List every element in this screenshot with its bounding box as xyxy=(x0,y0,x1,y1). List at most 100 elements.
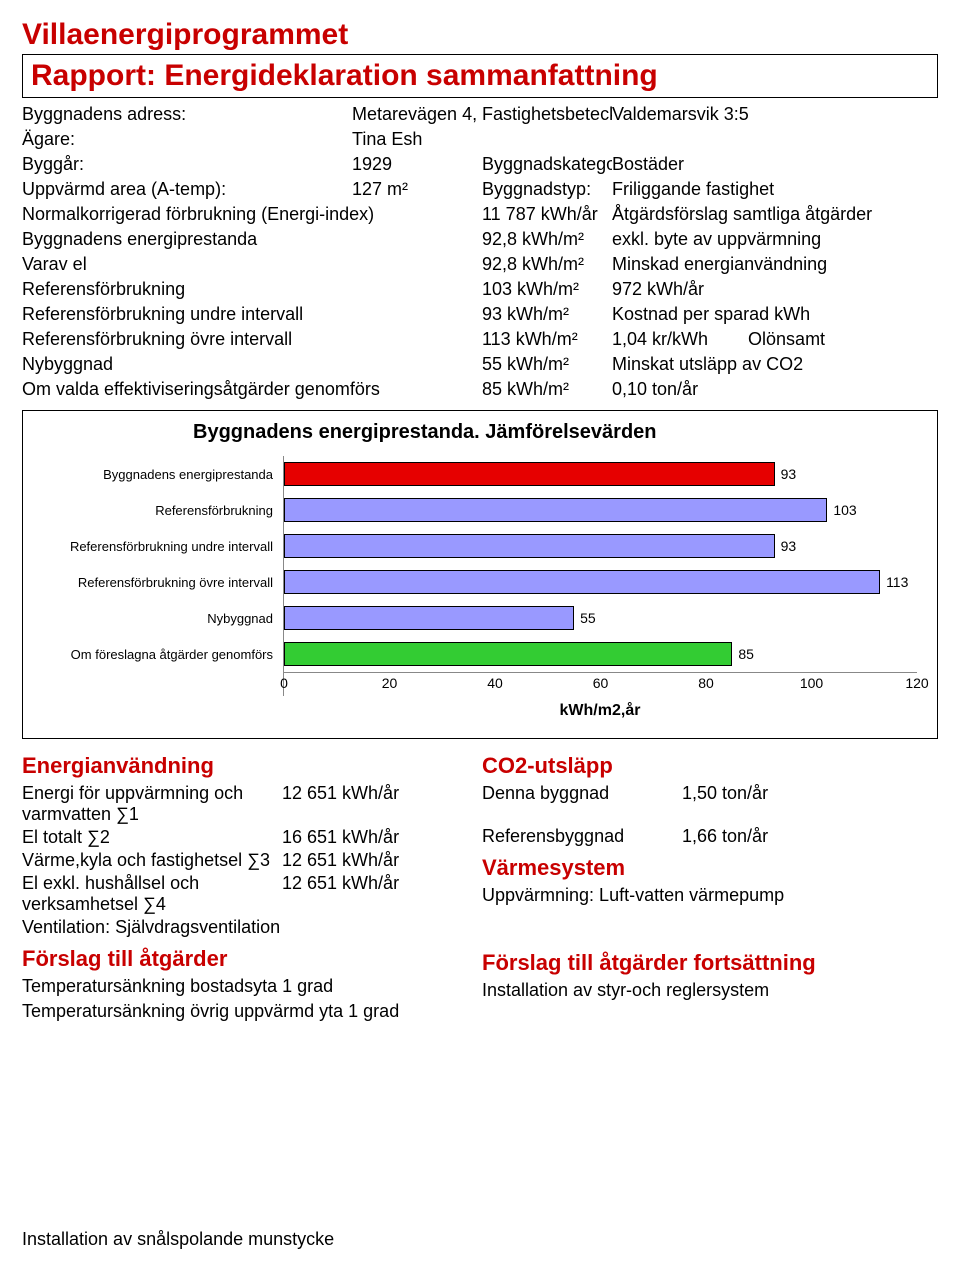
chart-bar xyxy=(284,498,827,522)
label-normal: Normalkorrigerad förbrukning (Energi-ind… xyxy=(22,204,482,225)
value-co2: 0,10 ton/år xyxy=(612,379,942,400)
label-byggar: Byggår: xyxy=(22,154,352,175)
chart-tick: 0 xyxy=(280,675,288,691)
label-exkl: exkl. byte av uppvärmning xyxy=(612,229,942,250)
label-kategori: Byggnadskategori: xyxy=(482,154,612,175)
value-refo: 113 kWh/m² xyxy=(482,329,612,350)
co2-col: CO2-utsläpp Denna byggnad 1,50 ton/år Re… xyxy=(482,753,942,1022)
info-grid: Byggnadens adress: Metarevägen 4, Vald F… xyxy=(22,104,938,400)
chart-plot: 93 xyxy=(283,528,917,564)
chart-tick: 100 xyxy=(800,675,823,691)
label-prestanda: Byggnadens energiprestanda xyxy=(22,229,482,250)
chart-plot: 55 xyxy=(283,600,917,636)
heading-forslag-l: Förslag till åtgärder xyxy=(22,946,482,972)
forslag-l1: Temperatursänkning bostadsyta 1 grad xyxy=(22,976,482,997)
label-atgard: Åtgärdsförslag samtliga åtgärder xyxy=(612,204,942,225)
value-prestanda: 92,8 kWh/m² xyxy=(482,229,612,250)
label-minskat-co2: Minskat utsläpp av CO2 xyxy=(612,354,942,375)
heading-varme: Värmesystem xyxy=(482,855,942,881)
chart-bar-value: 93 xyxy=(775,534,797,558)
energi-col: Energianvändning Energi för uppvärmning … xyxy=(22,753,482,1022)
value-olon: Olönsamt xyxy=(748,329,825,350)
forslag-r1: Installation av styr-och reglersystem xyxy=(482,980,942,1001)
chart-container: Byggnadens energiprestanda. Jämförelsevä… xyxy=(22,410,938,739)
chart-bar-value: 93 xyxy=(775,462,797,486)
chart-tick: 20 xyxy=(382,675,398,691)
label-ref: Referensförbrukning xyxy=(22,279,482,300)
energi-r1-val: 12 651 kWh/år xyxy=(282,783,462,825)
program-title: Villaenergiprogrammet xyxy=(22,18,938,52)
value-kr: 1,04 kr/kWh xyxy=(612,329,708,350)
value-varav: 92,8 kWh/m² xyxy=(482,254,612,275)
value-ref: 103 kWh/m² xyxy=(482,279,612,300)
value-area: 127 m² xyxy=(352,179,482,200)
chart-plot: 113 xyxy=(283,564,917,600)
label-typ: Byggnadstyp: xyxy=(482,179,612,200)
chart-row: Referensförbrukning undre intervall 93 xyxy=(43,528,917,564)
chart-axis: 020406080100120 xyxy=(283,672,917,696)
label-omvalda: Om valda effektiviseringsåtgärder genomf… xyxy=(22,379,482,400)
label-area: Uppvärmd area (A-temp): xyxy=(22,179,352,200)
report-title: Rapport: Energideklaration sammanfattnin… xyxy=(31,59,929,93)
chart-row: Referensförbrukning 103 xyxy=(43,492,917,528)
chart-bar xyxy=(284,606,574,630)
value-byggar: 1929 xyxy=(352,154,482,175)
value-typ: Friliggande fastighet xyxy=(612,179,942,200)
heading-co2: CO2-utsläpp xyxy=(482,753,942,779)
energi-r3-lbl: Värme,kyla och fastighetsel ∑3 xyxy=(22,850,282,871)
energi-r2-lbl: El totalt ∑2 xyxy=(22,827,282,848)
heading-forslag-r: Förslag till åtgärder fortsättning xyxy=(482,950,942,976)
energi-r2-val: 16 651 kWh/år xyxy=(282,827,462,848)
value-normal: 11 787 kWh/år xyxy=(482,204,612,225)
label-varav: Varav el xyxy=(22,254,482,275)
label-minskad: Minskad energianvändning xyxy=(612,254,942,275)
chart-bar xyxy=(284,534,775,558)
chart-bar-value: 113 xyxy=(880,570,908,594)
chart-category-label: Om föreslagna åtgärder genomförs xyxy=(43,647,283,662)
chart-plot: 85 xyxy=(283,636,917,672)
chart-tick: 60 xyxy=(593,675,609,691)
value-omvalda: 85 kWh/m² xyxy=(482,379,612,400)
value-ref-extra: 972 kWh/år xyxy=(612,279,942,300)
chart-plot: 103 xyxy=(283,492,917,528)
label-fastighet: Fastighetsbeteckning: xyxy=(482,104,612,125)
footer-text: Installation av snålspolande munstycke xyxy=(22,1229,334,1250)
energi-r1-lbl: Energi för uppvärmning och varmvatten ∑1 xyxy=(22,783,282,825)
value-ny: 55 kWh/m² xyxy=(482,354,612,375)
chart-bar xyxy=(284,642,732,666)
label-adress: Byggnadens adress: xyxy=(22,104,352,125)
chart-row: Byggnadens energiprestanda 93 xyxy=(43,456,917,492)
value-agare: Tina Esh xyxy=(352,129,482,150)
chart-row: Referensförbrukning övre intervall 113 xyxy=(43,564,917,600)
report-title-box: Rapport: Energideklaration sammanfattnin… xyxy=(22,54,938,98)
value-kategori: Bostäder xyxy=(612,154,942,175)
chart-category-label: Byggnadens energiprestanda xyxy=(43,467,283,482)
varme-text: Uppvärmning: Luft-vatten värmepump xyxy=(482,885,942,906)
chart-tick: 120 xyxy=(905,675,928,691)
value-fastighet: Valdemarsvik 3:5 xyxy=(612,104,942,125)
chart-category-label: Referensförbrukning övre intervall xyxy=(43,575,283,590)
label-ny: Nybyggnad xyxy=(22,354,482,375)
energi-r4-lbl: El exkl. hushållsel och verksamhetsel ∑4 xyxy=(22,873,282,915)
chart-category-label: Referensförbrukning xyxy=(43,503,283,518)
energi-r4-val: 12 651 kWh/år xyxy=(282,873,462,915)
co2-r1-val: 1,50 ton/år xyxy=(682,783,882,804)
chart-bar xyxy=(284,570,880,594)
chart-bar-value: 103 xyxy=(827,498,856,522)
chart-category-label: Referensförbrukning undre intervall xyxy=(43,539,283,554)
chart-plot: 93 xyxy=(283,456,917,492)
label-agare: Ägare: xyxy=(22,129,352,150)
chart-tick: 80 xyxy=(698,675,714,691)
chart-bar xyxy=(284,462,775,486)
energi-r3-val: 12 651 kWh/år xyxy=(282,850,462,871)
heading-energi: Energianvändning xyxy=(22,753,482,779)
chart-bar-value: 85 xyxy=(732,642,754,666)
chart-rows: Byggnadens energiprestanda93Referensförb… xyxy=(43,456,917,672)
label-refu: Referensförbrukning undre intervall xyxy=(22,304,482,325)
chart-row: Nybyggnad55 xyxy=(43,600,917,636)
value-adress: Metarevägen 4, Vald xyxy=(352,104,482,125)
chart-row: Om föreslagna åtgärder genomförs 85 xyxy=(43,636,917,672)
co2-r1-lbl: Denna byggnad xyxy=(482,783,682,804)
lower-section: Energianvändning Energi för uppvärmning … xyxy=(22,753,938,1022)
co2-r2-lbl: Referensbyggnad xyxy=(482,826,682,847)
